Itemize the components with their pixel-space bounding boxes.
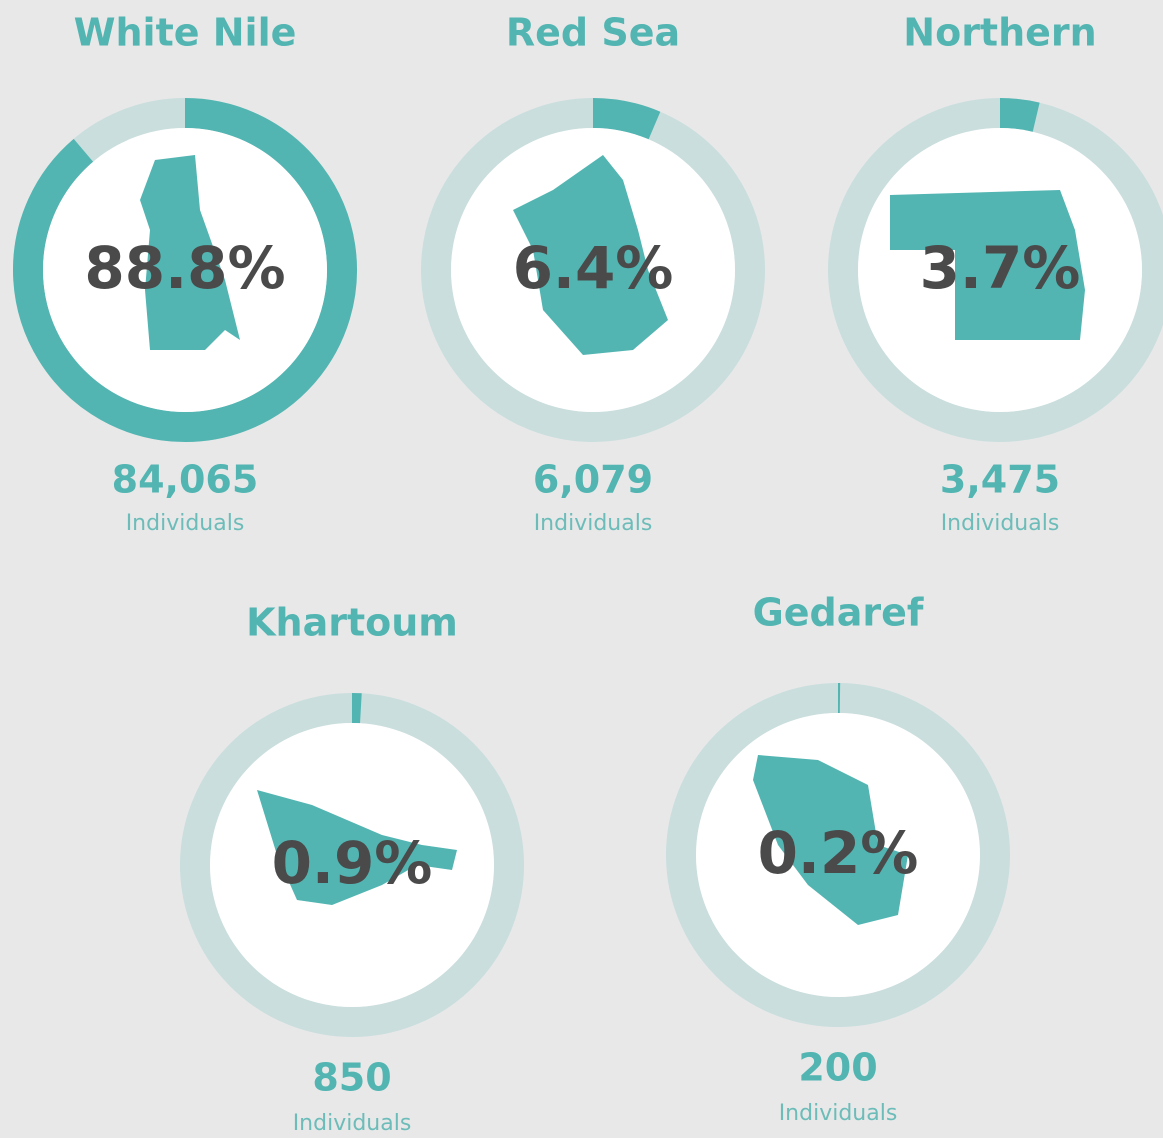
percent-label: 0.2%: [758, 819, 919, 887]
percent-label: 6.4%: [513, 234, 674, 302]
region-shape: [257, 790, 457, 905]
count-label: 6,079: [533, 458, 653, 502]
gauge-arc: [999, 98, 1040, 132]
gauge-arc: [13, 98, 357, 442]
count-label: 3,475: [940, 458, 1060, 502]
unit-label: Individuals: [534, 511, 653, 536]
count-label: 850: [312, 1056, 391, 1100]
gauge-arc: [592, 98, 661, 140]
region-name: Red Sea: [506, 11, 680, 55]
unit-label: Individuals: [941, 511, 1060, 536]
region-shape: [890, 190, 1085, 340]
percent-label: 88.8%: [84, 234, 285, 302]
percent-label: 0.9%: [272, 829, 433, 897]
region-shape: [513, 155, 668, 355]
unit-label: Individuals: [126, 511, 245, 536]
count-label: 84,065: [112, 458, 259, 502]
region-name: Khartoum: [246, 601, 458, 645]
count-label: 200: [798, 1046, 877, 1090]
region-shape: [753, 755, 908, 925]
region-name: Gedaref: [753, 591, 924, 635]
percent-label: 3.7%: [920, 234, 1081, 302]
region-name: Northern: [903, 11, 1096, 55]
region-name: White Nile: [74, 11, 297, 55]
unit-label: Individuals: [293, 1111, 412, 1136]
region-shape: [140, 155, 240, 350]
unit-label: Individuals: [779, 1101, 898, 1126]
